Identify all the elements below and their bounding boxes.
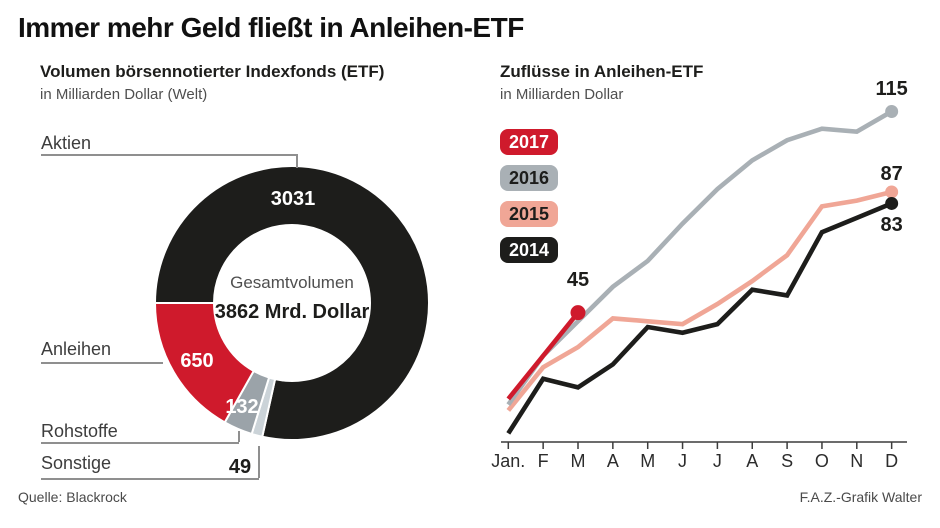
page-title: Immer mehr Geld fließt in Anleihen-ETF bbox=[18, 12, 524, 43]
line-series-2015 bbox=[506, 189, 893, 412]
x-axis-label: Jan. bbox=[491, 451, 526, 471]
x-axis-label: J bbox=[712, 451, 722, 471]
source-note: Quelle: Blackrock bbox=[18, 489, 127, 505]
x-axis-label: D bbox=[885, 451, 899, 471]
leader-line-aktien bbox=[41, 154, 297, 156]
x-axis-label: F bbox=[537, 451, 549, 471]
legend-item-2014: 2014 bbox=[500, 237, 558, 263]
leader-line-sonstige bbox=[41, 478, 259, 480]
donut-center-label: Gesamtvolumen bbox=[230, 273, 354, 292]
legend-item-2017: 2017 bbox=[500, 129, 558, 155]
x-axis-label: S bbox=[781, 451, 794, 471]
line-chart-subtitle: in Milliarden Dollar bbox=[500, 86, 624, 103]
legend-item-2015: 2015 bbox=[500, 201, 558, 227]
donut-slice-anleihen bbox=[153, 302, 256, 424]
slice-value-anleihen: 650 bbox=[180, 350, 214, 372]
x-axis-label: A bbox=[606, 451, 619, 471]
slice-label-rohstoffe: Rohstoffe bbox=[41, 421, 118, 441]
donut-center-value: 3862 Mrd. Dollar bbox=[214, 301, 370, 323]
slice-label-anleihen: Anleihen bbox=[41, 339, 112, 359]
series-end-dot-2014 bbox=[885, 196, 899, 210]
slice-value-sonstige: 49 bbox=[228, 456, 252, 478]
slice-value-aktien: 3031 bbox=[270, 188, 316, 210]
line-chart-title: Zuflüsse in Anleihen-ETF bbox=[500, 62, 704, 81]
series-end-dot-2016 bbox=[885, 104, 899, 118]
leader-line-aktien-v bbox=[296, 154, 298, 168]
series-end-label-2016: 115 bbox=[875, 78, 908, 101]
line-series-2016 bbox=[506, 109, 893, 406]
series-end-label-2017: 45 bbox=[566, 268, 590, 291]
donut-title: Volumen börsennotierter Indexfonds (ETF) bbox=[40, 62, 385, 81]
series-end-dot-2017 bbox=[570, 305, 586, 321]
slice-label-aktien: Aktien bbox=[41, 133, 92, 153]
x-axis-label: J bbox=[678, 451, 688, 471]
donut-slice-aktien bbox=[153, 165, 430, 441]
leader-line-sonstige-v bbox=[258, 446, 260, 478]
legend-item-2016: 2016 bbox=[500, 165, 558, 191]
series-end-label-2015: 87 bbox=[880, 162, 903, 185]
line-chart bbox=[501, 104, 907, 449]
donut-chart bbox=[153, 165, 430, 441]
donut-subtitle: in Milliarden Dollar (Welt) bbox=[40, 86, 208, 103]
x-axis-label: N bbox=[850, 451, 864, 471]
line-series-2014 bbox=[506, 201, 893, 435]
x-axis-label: M bbox=[640, 451, 656, 471]
credit-note: F.A.Z.-Grafik Walter bbox=[799, 489, 922, 505]
legend: 2017 2016 2015 2014 bbox=[500, 129, 558, 273]
x-axis-label: O bbox=[814, 451, 829, 471]
leader-line-anleihen bbox=[41, 362, 163, 364]
line-series-2017 bbox=[506, 311, 580, 401]
slice-label-sonstige: Sonstige bbox=[41, 453, 112, 473]
series-end-dot-2015 bbox=[885, 185, 899, 199]
series-end-label-2014: 83 bbox=[880, 214, 903, 237]
leader-line-rohstoffe-v bbox=[238, 431, 240, 442]
x-axis-label: A bbox=[746, 451, 759, 471]
slice-value-rohstoffe: 132 bbox=[225, 396, 259, 418]
x-axis-label: M bbox=[570, 451, 586, 471]
leader-line-rohstoffe bbox=[41, 442, 239, 444]
